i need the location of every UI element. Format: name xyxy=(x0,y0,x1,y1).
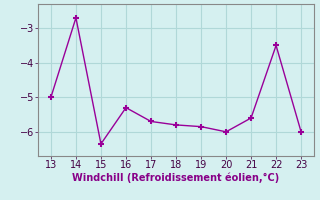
X-axis label: Windchill (Refroidissement éolien,°C): Windchill (Refroidissement éolien,°C) xyxy=(72,173,280,183)
